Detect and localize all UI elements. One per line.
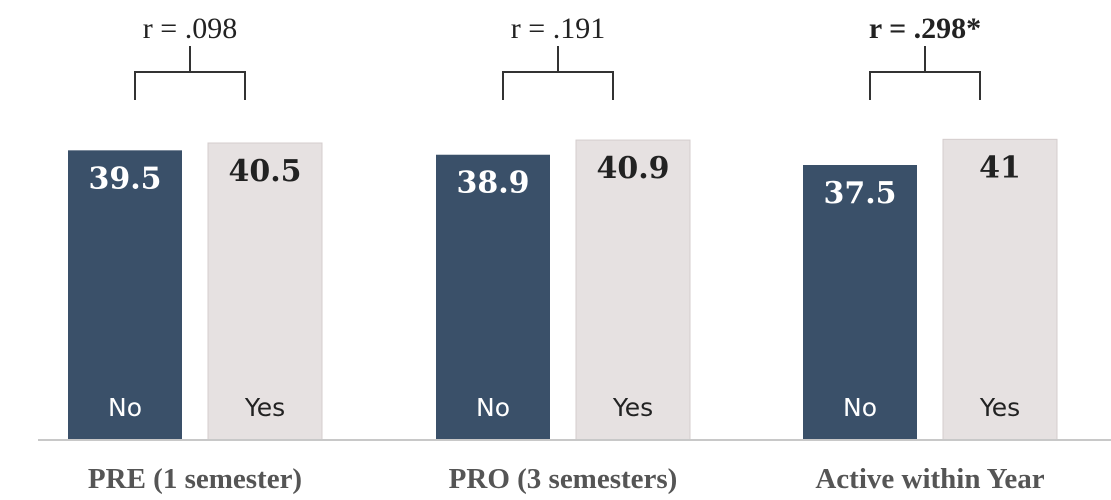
bar-series-label: Yes — [244, 393, 285, 422]
bar-value-label: 40.5 — [228, 154, 301, 189]
bar-yes — [207, 142, 323, 441]
bar-value-label: 40.9 — [596, 151, 669, 186]
bar-yes — [575, 139, 691, 441]
bar-value-label: 39.5 — [88, 161, 161, 196]
correlation-bracket — [134, 46, 246, 100]
correlation-bracket — [869, 46, 981, 100]
bar-value-label: 38.9 — [456, 166, 529, 201]
category-labels: PRE (1 semester) PRO (3 semesters) Active … — [88, 463, 1045, 495]
correlation-label: r = .298* — [869, 12, 981, 45]
correlation-label: r = .098 — [143, 12, 237, 45]
correlation-bracket — [502, 46, 614, 100]
bar-series-label: No — [108, 393, 142, 422]
correlation-annotations: r = .098 r = .191 r = .298* — [134, 12, 981, 100]
bar-no — [436, 154, 550, 440]
correlation-label: r = .191 — [511, 12, 605, 45]
category-label: Active within Year — [815, 463, 1044, 495]
bar-no — [68, 150, 182, 441]
bar-no — [803, 165, 917, 440]
bar-groups: 39.5 No 40.5 Yes 38.9 No 40.9 Yes 37.5 No 41 Yes — [68, 138, 1058, 441]
bar-series-label: Yes — [979, 393, 1020, 422]
bar-series-label: No — [843, 393, 877, 422]
category-label: PRE (1 semester) — [88, 463, 302, 495]
bar-value-label: 37.5 — [823, 176, 896, 211]
category-label: PRO (3 semesters) — [449, 463, 678, 495]
bar-value-label: 41 — [979, 150, 1021, 185]
bar-series-label: No — [476, 393, 510, 422]
bar-series-label: Yes — [612, 393, 653, 422]
